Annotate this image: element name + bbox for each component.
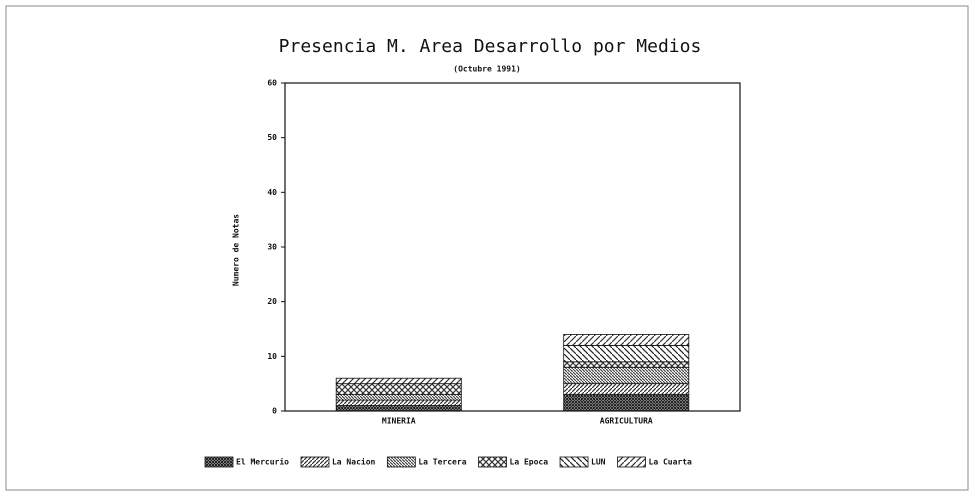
legend-label: La Cuarta [649,458,693,467]
legend-swatch [559,456,589,468]
bar-segment [335,394,462,401]
chart-title: Presencia M. Area Desarrollo por Medios [279,36,702,57]
legend-swatch [204,456,234,468]
bar-segment [563,394,690,412]
x-tick-label: MINERIA [382,417,416,426]
y-axis-label: Numero de Notas [232,214,241,286]
y-tick-label: 50 [267,133,277,142]
chart-subtitle: (Octubre 1991) [453,65,520,74]
legend-label: El Mercurio [236,457,289,467]
legend-swatch [386,456,416,468]
legend-swatch [300,456,330,468]
y-tick-label: 40 [267,188,277,197]
bar-segment [563,361,690,368]
y-tick-label: 60 [267,79,277,88]
bar-segment [335,383,462,395]
legend-swatch [478,456,507,468]
bar-segment [563,383,690,395]
y-tick-label: 10 [267,352,277,361]
bar-segment [563,344,690,363]
x-tick-label: AGRICULTURA [600,417,653,426]
bar-segment [335,377,462,385]
legend-label: LUN [591,458,606,467]
bar-segment [335,399,462,406]
y-tick-label: 0 [272,407,277,416]
frame [5,5,969,491]
legend-label: La Tercera [418,458,466,467]
legend-swatch [617,456,646,468]
y-tick-label: 30 [267,243,277,252]
bar-segment [563,366,690,385]
legend-label: La Nacion [332,457,376,467]
bar-segment [335,405,462,412]
legend-label: La Epoca [510,458,549,467]
y-tick-label: 20 [267,297,277,306]
bar-segment [563,334,690,346]
